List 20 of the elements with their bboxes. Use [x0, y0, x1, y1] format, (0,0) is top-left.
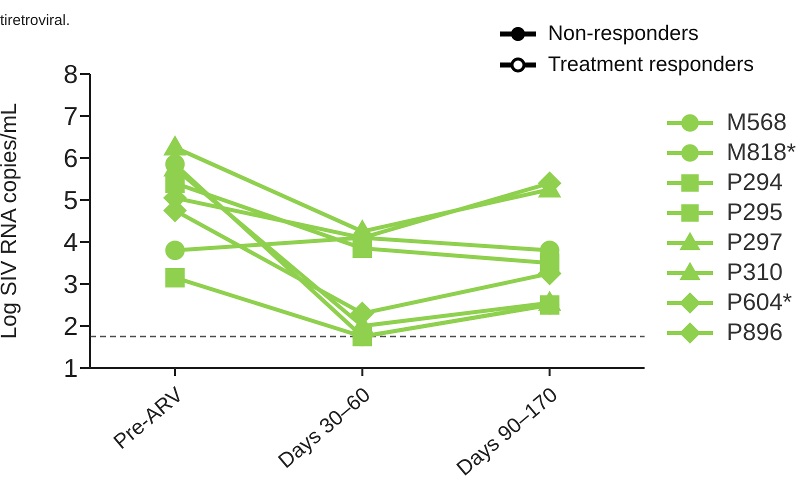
y-tick-label: 8 [64, 59, 78, 90]
text: tiretroviral. [0, 12, 70, 29]
y-tick-label: 7 [64, 101, 78, 132]
text: Non-responders [547, 22, 699, 46]
y-tick-label: 5 [64, 185, 78, 216]
y-tick-label: 4 [64, 227, 78, 258]
legend-label: M818* [726, 139, 796, 167]
legend-label: P295 [726, 199, 783, 227]
legend-label: P294 [726, 169, 783, 197]
legend-label: P310 [726, 259, 783, 287]
legend-label: P297 [726, 229, 783, 257]
annotation: Treatment responders [547, 53, 754, 77]
legend-label: P604* [726, 289, 792, 317]
y-tick-label: 6 [64, 143, 78, 174]
y-axis-title: Log SIV RNA copies/mL [0, 102, 21, 340]
y-tick-label: 2 [64, 311, 78, 342]
legend-label: M568 [726, 109, 787, 137]
y-tick-label: 3 [64, 269, 78, 300]
y-tick-label: 1 [64, 353, 78, 384]
legend-label: P896 [726, 319, 783, 347]
